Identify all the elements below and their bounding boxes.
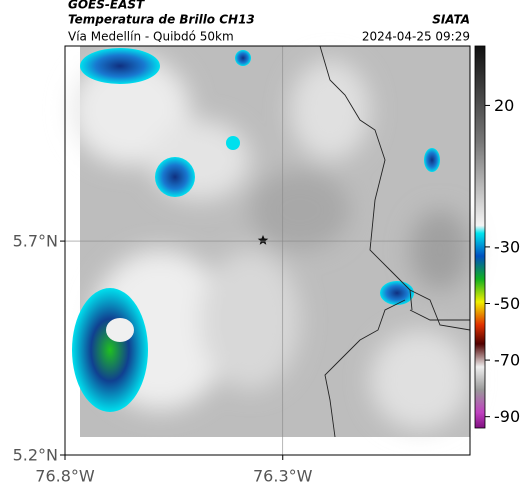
axes: 76.8°W 76.3°W 5.2°N 5.7°N bbox=[13, 46, 470, 486]
city-marker bbox=[257, 235, 269, 245]
subtitle: Vía Medellín - Quibdó 50km bbox=[68, 30, 234, 44]
y-tick-label: 5.7°N bbox=[13, 232, 58, 251]
colorbar bbox=[474, 45, 486, 429]
org: SIATA bbox=[432, 13, 470, 27]
y-tick-label: 5.2°N bbox=[13, 446, 58, 465]
imagery bbox=[70, 46, 470, 437]
datetime: 2024-04-25 09:29 bbox=[362, 30, 470, 44]
source: GOES-EAST bbox=[68, 0, 145, 12]
x-tick-label: 76.8°W bbox=[35, 467, 95, 486]
title: Temperatura de Brillo CH13 bbox=[68, 13, 255, 27]
frame bbox=[64, 45, 471, 456]
colorbar-tick-label: -50 bbox=[494, 294, 520, 313]
colorbar-tick-label: -90 bbox=[494, 407, 520, 426]
colorbar-tick-label: -30 bbox=[494, 237, 520, 256]
x-tick-label: 76.3°W bbox=[253, 467, 313, 486]
borders bbox=[319, 45, 471, 438]
colorbar-tick-label: -70 bbox=[494, 351, 520, 370]
colorbar-tick-label: 20 bbox=[494, 96, 514, 115]
